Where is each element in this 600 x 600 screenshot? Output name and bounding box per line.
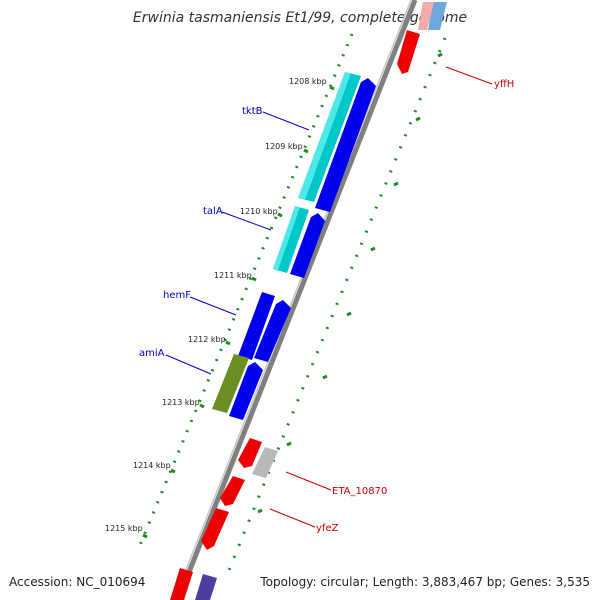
cds-red-2[interactable] [220,476,245,506]
gene-label-yfeZ[interactable]: yfeZ [316,523,339,534]
genome-backbone [175,0,418,600]
tick-label: 1215 kbp [105,524,143,533]
cds-purple-bottom[interactable] [195,574,217,600]
tick-label: 1208 kbp [289,77,327,86]
gene-label-talA[interactable]: talA [203,206,223,217]
feature-ETA_10870-grey[interactable] [252,447,278,478]
gene-label-ETA_10870[interactable]: ETA_10870 [332,486,387,497]
feature-top-lightblue[interactable] [418,2,447,30]
gene-label-hemF[interactable]: hemF [163,290,191,301]
cds-hemF-arrow[interactable] [254,300,291,362]
cds-amiA[interactable] [229,362,263,420]
genome-backbone-highlight [173,0,412,600]
tick-label: 1213 kbp [162,398,200,407]
gene-label-yffH[interactable]: yffH [494,79,514,90]
scale-track [138,33,354,546]
cds-talA[interactable] [290,213,325,278]
cds-yffH[interactable] [397,30,420,74]
accession-text: Accession: NC_010694 [9,575,145,589]
tick-label: 1210 kbp [240,207,278,216]
tick-labels: 1208 kbp 1209 kbp 1210 kbp 1211 kbp 1212… [105,77,327,533]
tick-label: 1209 kbp [265,142,303,151]
leader-lines [165,66,493,528]
genome-summary-text: Topology: circular; Length: 3,883,467 bp… [259,575,590,589]
gene-label-amiA[interactable]: amiA [139,348,165,359]
major-ticks [142,52,443,539]
tick-label: 1214 kbp [133,461,171,470]
cds-tktB[interactable] [315,78,376,212]
map-title: Erwinia tasmaniensis Et1/99, complete ge… [133,10,467,26]
tick-label: 1212 kbp [188,335,226,344]
cds-hemF[interactable] [238,292,275,360]
cds-red-1[interactable] [238,438,262,468]
cds-red-bottom[interactable] [170,568,193,600]
tick-label: 1211 kbp [214,271,252,280]
feature-amiA-olive[interactable] [212,354,249,413]
gene-label-tktB[interactable]: tktB [242,106,263,117]
feature-talA-cyan[interactable] [273,206,309,273]
cds-yfeZ[interactable] [201,508,229,550]
feature-tktB-cyan[interactable] [298,72,361,202]
